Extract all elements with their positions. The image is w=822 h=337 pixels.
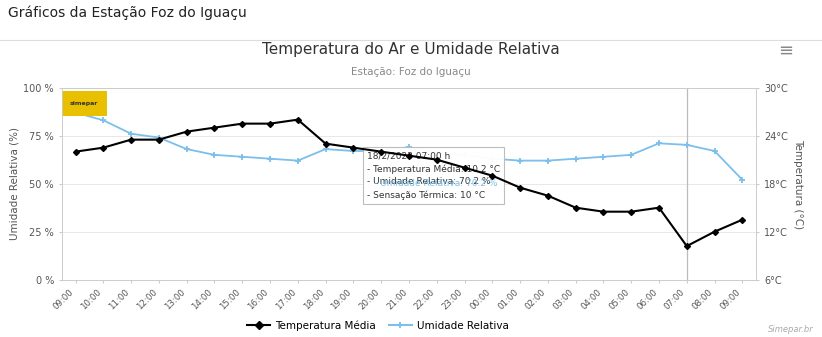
Legend: Temperatura Média, Umidade Relativa: Temperatura Média, Umidade Relativa — [243, 316, 513, 335]
Text: - Umidade Relativa: 70.2 %: - Umidade Relativa: 70.2 % — [374, 179, 497, 188]
Text: Estação: Foz do Iguaçu: Estação: Foz do Iguaçu — [351, 67, 471, 78]
Y-axis label: Temperatura (°C): Temperatura (°C) — [793, 139, 803, 229]
Text: Simepar.br: Simepar.br — [768, 325, 814, 334]
Text: Temperatura do Ar e Umidade Relativa: Temperatura do Ar e Umidade Relativa — [262, 42, 560, 57]
Text: 18/2/2023 07:00 h
- Temperatura Média: 10.2 °C
- Umidade Relativa: 70.2 %
- Sens: 18/2/2023 07:00 h - Temperatura Média: 1… — [367, 151, 501, 200]
Y-axis label: Umidade Relativa (%): Umidade Relativa (%) — [9, 127, 19, 240]
Text: ≡: ≡ — [778, 42, 793, 60]
Text: Gráficos da Estação Foz do Iguaçu: Gráficos da Estação Foz do Iguaçu — [8, 5, 247, 20]
